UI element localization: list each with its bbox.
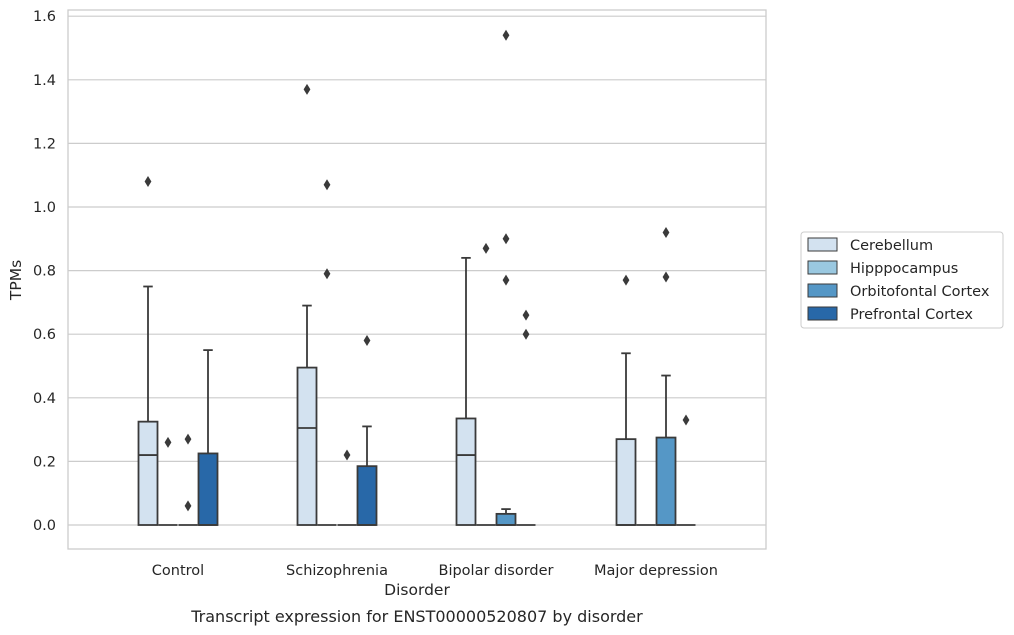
- box-body: [615, 438, 637, 526]
- legend-swatch: [807, 237, 838, 252]
- outlier-point: [184, 433, 192, 445]
- legend-swatch: [807, 306, 838, 321]
- legend-swatch: [807, 283, 838, 298]
- box-body: [356, 465, 378, 526]
- y-tick-label: 1.2: [33, 136, 56, 152]
- legend-label: Orbitofontal Cortex: [850, 284, 990, 300]
- y-tick-label: 0.8: [33, 264, 56, 280]
- legend-swatch: [807, 260, 838, 275]
- box-cerebellum: [137, 176, 159, 526]
- box-body: [296, 366, 318, 526]
- outlier-point: [323, 179, 331, 191]
- box-prefrontal-cortex: [356, 335, 378, 526]
- box-cerebellum: [296, 83, 318, 526]
- outlier-point: [502, 233, 510, 245]
- box-prefrontal-cortex: [516, 309, 536, 526]
- outlier-point: [164, 436, 172, 448]
- outlier-point: [303, 83, 311, 95]
- box-body: [455, 417, 477, 526]
- legend-label: Cerebellum: [850, 238, 933, 254]
- x-tick-label: Control: [152, 563, 204, 579]
- box-orbitofontal-cortex: [337, 449, 357, 526]
- box-orbitofontal-cortex: [178, 433, 198, 526]
- x-axis-label: Disorder: [384, 581, 450, 599]
- y-tick-label: 1.4: [33, 73, 56, 89]
- box-body: [495, 512, 517, 526]
- boxes: [137, 29, 696, 526]
- legend-label: Hipppocampus: [850, 261, 958, 277]
- outlier-point: [184, 500, 192, 512]
- box-prefrontal-cortex: [197, 349, 219, 526]
- gridlines: [68, 15, 766, 526]
- legend-frame: [800, 231, 1004, 329]
- box-cerebellum: [455, 256, 477, 526]
- chart-caption: Transcript expression for ENST0000052080…: [190, 607, 643, 626]
- y-tick-label: 0.6: [33, 327, 56, 343]
- outlier-point: [343, 449, 351, 461]
- outlier-point: [502, 274, 510, 286]
- box-body: [197, 452, 219, 526]
- outlier-point: [323, 268, 331, 280]
- outlier-point: [522, 328, 530, 340]
- y-axis-label: TPMs: [7, 260, 25, 301]
- box-orbitofontal-cortex: [655, 226, 677, 526]
- outlier-point: [363, 335, 371, 347]
- box-body: [655, 436, 677, 526]
- outlier-point: [482, 242, 490, 254]
- box-prefrontal-cortex: [676, 414, 696, 526]
- x-tick-label: Bipolar disorder: [439, 563, 554, 579]
- y-tick-label: 1.0: [33, 200, 56, 216]
- x-tick-label: Major depression: [594, 563, 718, 579]
- y-tick-label: 0.2: [33, 454, 56, 470]
- plot-area-frame: [67, 9, 767, 550]
- box-cerebellum: [615, 274, 637, 526]
- legend: Cerebellum Hipppocampus Orbitofontal Corte…: [800, 231, 1004, 329]
- legend-label: Prefrontal Cortex: [850, 307, 973, 323]
- y-axis-ticks: 0.0 0.2 0.4 0.6 0.8 1.0 1.2 1.4 1.6: [33, 9, 56, 534]
- outlier-point: [662, 271, 670, 283]
- y-tick-label: 1.6: [33, 9, 56, 25]
- outlier-point: [622, 274, 630, 286]
- box-hipppocampus: [317, 179, 337, 526]
- outlier-point: [144, 176, 152, 188]
- y-tick-label: 0.4: [33, 391, 56, 407]
- y-tick-label: 0.0: [33, 518, 56, 534]
- outlier-point: [522, 309, 530, 321]
- box-body: [137, 420, 159, 526]
- x-axis-ticks: Control Schizophrenia Bipolar disorder Majo…: [152, 563, 718, 579]
- box-hipppocampus: [158, 436, 178, 526]
- outlier-point: [682, 414, 690, 426]
- outlier-point: [502, 29, 510, 41]
- x-tick-label: Schizophrenia: [286, 563, 388, 579]
- box-hipppocampus: [476, 242, 496, 526]
- outlier-point: [662, 226, 670, 238]
- box-orbitofontal-cortex: [495, 29, 517, 526]
